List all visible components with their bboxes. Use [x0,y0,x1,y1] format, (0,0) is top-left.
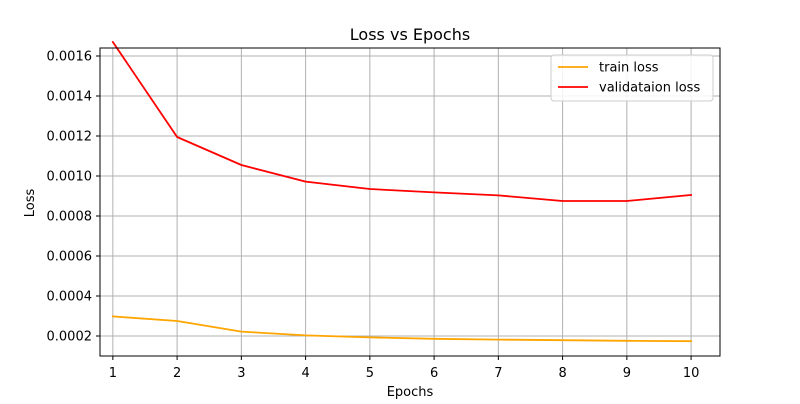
y-axis-ticks: 0.0002 0.0004 0.0006 0.0008 0.0010 0.0012 0.00… [47,50,100,345]
x-tick-label: 10 [683,366,700,381]
y-tick-label: 0.0008 [47,210,93,225]
x-tick-label: 9 [623,366,631,381]
legend-label-0: train loss [599,61,659,76]
legend-box [550,54,714,102]
x-tick-label: 2 [173,366,181,381]
x-tick-label: 7 [494,366,502,381]
y-axis-label: Loss [23,189,38,218]
legend: train loss validataion loss [550,54,714,102]
x-axis-ticks: 1 2 3 4 5 6 7 8 9 10 [109,356,700,381]
y-tick-label: 0.0010 [47,170,93,185]
x-tick-label: 3 [237,366,245,381]
x-tick-label: 1 [109,366,117,381]
y-tick-label: 0.0014 [47,90,93,105]
x-tick-label: 6 [430,366,438,381]
y-tick-label: 0.0016 [47,50,93,65]
x-tick-label: 5 [366,366,374,381]
y-tick-label: 0.0002 [47,330,93,345]
x-tick-label: 8 [558,366,566,381]
y-tick-label: 0.0004 [47,290,93,305]
y-tick-label: 0.0012 [47,130,93,145]
chart-title: Loss vs Epochs [350,25,470,44]
y-tick-label: 0.0006 [47,250,93,265]
series-lines [111,40,693,343]
plot-frame [99,47,721,357]
legend-label-1: validataion loss [599,81,700,96]
x-tick-label: 4 [301,366,309,381]
series-line-1 [111,40,693,202]
x-axis-label: Epochs [387,385,434,400]
series-line-0 [111,315,692,343]
